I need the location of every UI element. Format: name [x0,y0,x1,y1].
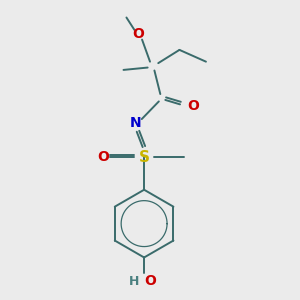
Text: O: O [187,99,199,113]
Text: O: O [97,150,109,164]
Text: O: O [132,27,144,41]
Text: H: H [129,274,139,287]
Text: O: O [144,274,156,288]
Text: N: N [130,116,141,130]
Text: S: S [139,150,150,165]
